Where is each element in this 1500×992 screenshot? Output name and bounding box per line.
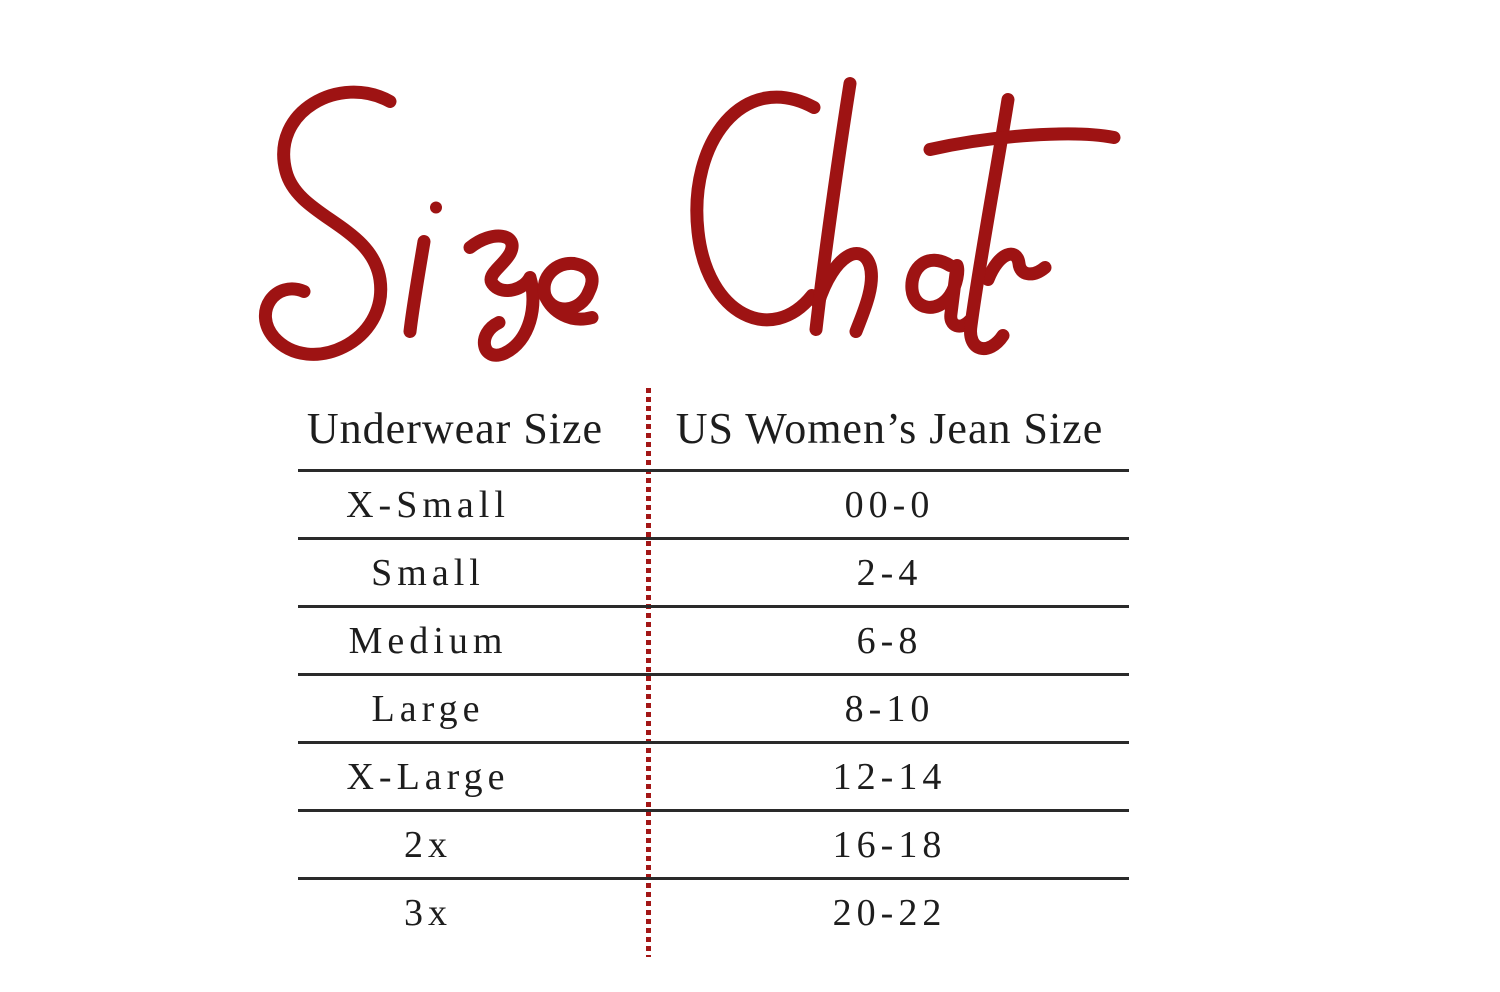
jean-size-cell: 20-22 xyxy=(832,891,947,934)
table-row: X-Small 00-0 xyxy=(298,469,1129,537)
column-header-underwear-size: Underwear Size xyxy=(306,403,604,453)
jean-size-cell: 12-14 xyxy=(832,755,947,798)
underwear-size-cell: X-Small xyxy=(346,483,510,526)
jean-size-cell: 2-4 xyxy=(856,551,923,594)
table-row: Small 2-4 xyxy=(298,537,1129,605)
underwear-size-cell: Small xyxy=(371,551,485,594)
size-chart-script-title-art xyxy=(258,77,1121,362)
table-row: Medium 6-8 xyxy=(298,605,1129,673)
underwear-size-cell: Large xyxy=(371,687,485,730)
size-table: Underwear Size US Women’s Jean Size X-Sm… xyxy=(298,388,1129,957)
column-divider-dotted-line xyxy=(646,388,651,957)
table-header-row: Underwear Size US Women’s Jean Size xyxy=(298,388,1129,469)
underwear-size-cell: Medium xyxy=(348,619,508,662)
table-row: Large 8-10 xyxy=(298,673,1129,741)
jean-size-cell: 00-0 xyxy=(844,483,935,526)
jean-size-cell: 6-8 xyxy=(856,619,923,662)
table-row: 3x 20-22 xyxy=(298,877,1129,945)
table-row: 2x 16-18 xyxy=(298,809,1129,877)
underwear-size-cell: 2x xyxy=(404,823,452,866)
table-row: X-Large 12-14 xyxy=(298,741,1129,809)
column-header-jean-size: US Women’s Jean Size xyxy=(675,403,1104,453)
jean-size-cell: 8-10 xyxy=(844,687,935,730)
underwear-size-cell: 3x xyxy=(404,891,452,934)
title-block: Size Chart xyxy=(252,77,1122,376)
underwear-size-cell: X-Large xyxy=(346,755,510,798)
size-table-body: X-Small 00-0 Small 2-4 Medium 6-8 Large … xyxy=(298,469,1129,945)
jean-size-cell: 16-18 xyxy=(832,823,947,866)
